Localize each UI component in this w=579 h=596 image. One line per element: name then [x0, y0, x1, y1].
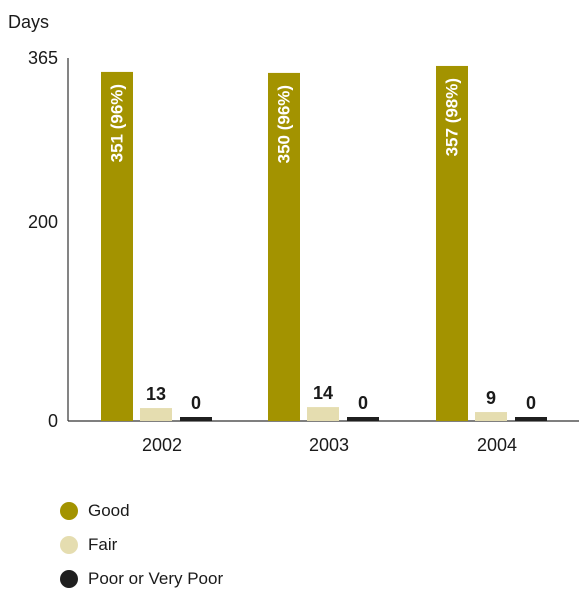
data-label: 13 [146, 384, 166, 404]
x-tick-label: 2004 [477, 435, 517, 455]
y-axis-title: Days [8, 12, 49, 32]
y-tick-label: 200 [28, 212, 58, 232]
bar-0-0 [101, 71, 133, 422]
x-tick-label: 2002 [142, 435, 182, 455]
legend-swatch-fair [60, 536, 78, 554]
data-label: 357 (98%) [443, 78, 462, 156]
data-label: 0 [358, 393, 368, 413]
y-tick-label: 0 [48, 411, 58, 431]
bar-1-2 [475, 412, 507, 421]
bar-chart: Days 0 200 365 2002 2003 2004 351 (96%) 350 (96… [8, 12, 579, 455]
bar-2-1 [347, 417, 379, 421]
legend-item-good: Good [60, 494, 223, 528]
legend-label-fair: Fair [88, 535, 118, 554]
chart-container: Days 0 200 365 2002 2003 2004 351 (96%) 350 (96… [8, 12, 579, 455]
y-tick-label: 365 [28, 48, 58, 68]
legend-item-poor: Poor or Very Poor [60, 562, 223, 596]
bar-1-1 [307, 407, 339, 421]
data-label: 0 [526, 393, 536, 413]
legend: Good Fair Poor or Very Poor [60, 494, 223, 596]
data-label: 14 [313, 383, 333, 403]
data-label: 350 (96%) [275, 85, 294, 163]
x-tick-label: 2003 [309, 435, 349, 455]
legend-label-poor: Poor or Very Poor [88, 569, 224, 588]
legend-swatch-poor [60, 570, 78, 588]
bar-2-2 [515, 417, 547, 421]
bar-1-0 [140, 408, 172, 421]
bar-0-2 [436, 65, 468, 421]
legend-label-good: Good [88, 501, 130, 520]
data-label: 9 [486, 388, 496, 408]
legend-item-fair: Fair [60, 528, 223, 562]
data-label: 351 (96%) [108, 84, 127, 162]
data-label: 0 [191, 393, 201, 413]
bar-2-0 [180, 417, 212, 421]
legend-swatch-good [60, 502, 78, 520]
bar-0-1 [268, 72, 300, 421]
